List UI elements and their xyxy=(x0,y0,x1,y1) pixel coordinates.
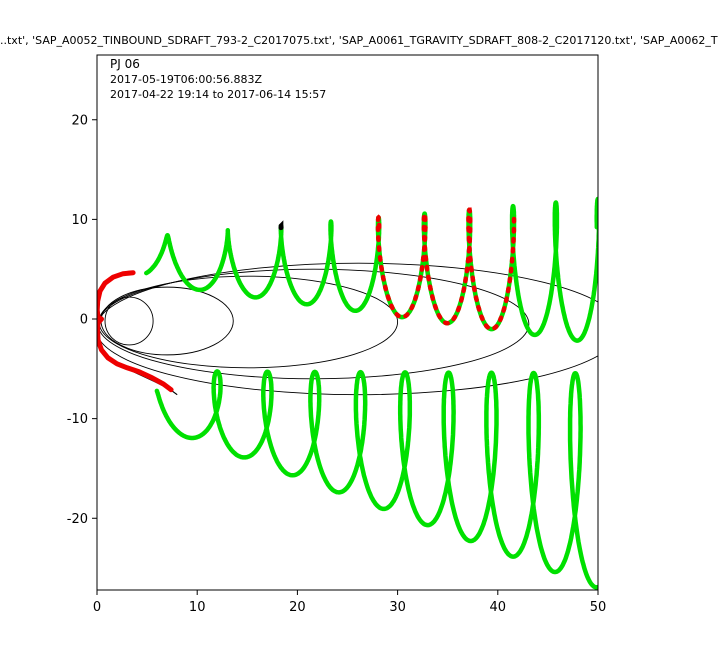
x-axis: 0 10 20 30 40 50 xyxy=(93,590,606,615)
x-tick-label: 0 xyxy=(93,600,101,615)
plot-content xyxy=(97,196,598,590)
y-tick-label: 10 xyxy=(71,213,88,228)
x-tick-label: 40 xyxy=(490,600,507,615)
contour-line xyxy=(100,286,234,356)
x-tick-label: 30 xyxy=(389,600,406,615)
x-tick-label: 50 xyxy=(590,600,607,615)
trajectory-red-dotted xyxy=(375,207,517,332)
trajectory-black-mark xyxy=(278,220,284,231)
y-tick-label: -20 xyxy=(67,512,88,527)
plot-annotations: PJ 06 2017-05-19T06:00:56.883Z 2017-04-2… xyxy=(110,56,326,102)
trajectory-green-upper xyxy=(144,196,598,343)
annotation-timespan: 2017-04-22 19:14 to 2017-06-14 15:57 xyxy=(110,88,327,101)
y-tick-label: 0 xyxy=(80,313,88,328)
y-tick-label: 20 xyxy=(71,113,88,128)
annotation-perijove-label: PJ 06 xyxy=(110,57,140,71)
trajectory-red-perijove xyxy=(97,270,174,393)
x-tick-label: 20 xyxy=(289,600,306,615)
y-axis: -20 -10 0 10 20 xyxy=(67,113,97,527)
annotation-epoch: 2017-05-19T06:00:56.883Z xyxy=(110,73,263,86)
x-tick-label: 10 xyxy=(189,600,206,615)
y-tick-label: -10 xyxy=(67,412,88,427)
plot-title: ..txt', 'SAP_A0052_TINBOUND_SDRAFT_793-2… xyxy=(0,34,718,47)
contour-line xyxy=(97,262,598,396)
plot-frame xyxy=(96,54,599,591)
trajectory-green-lower xyxy=(154,369,598,590)
